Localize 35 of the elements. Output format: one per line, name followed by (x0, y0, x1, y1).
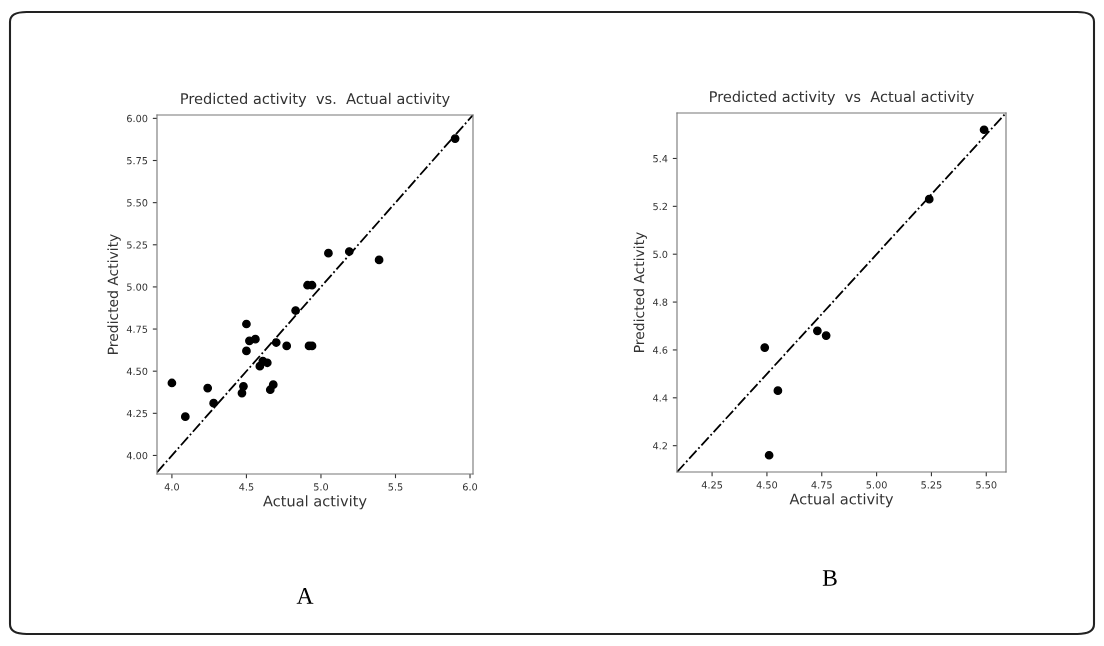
y-tick-label: 5.50 (127, 199, 148, 207)
y-tick-label: 5.0 (653, 250, 668, 259)
chart-title: Predicted activity vs. Actual activity (181, 92, 450, 107)
y-tick-label: 5.00 (127, 283, 148, 291)
y-tick-label: 6.00 (127, 114, 148, 123)
y-tick-label: 4.50 (126, 367, 148, 376)
y-tick-label: 4.6 (652, 346, 668, 354)
x-tick-label: 5.50 (976, 481, 997, 489)
x-tick-label: 6.0 (462, 483, 478, 491)
y-tick-label: 5.4 (653, 155, 668, 163)
x-tick-label: 4.25 (701, 481, 723, 489)
x-tick-label: 5.5 (388, 483, 403, 491)
x-tick-label: 5.0 (313, 483, 329, 491)
y-tick-label: 4.4 (652, 394, 668, 402)
x-axis-title: Actual activity (263, 495, 367, 510)
y-tick-label: 4.00 (126, 451, 148, 460)
chart-title: Predicted activity vs Actual activity (710, 90, 974, 105)
y-axis-title: Predicted Activity (633, 232, 647, 352)
y-tick-label: 4.25 (126, 409, 148, 418)
y-tick-label: 5.2 (653, 202, 667, 211)
x-tick-label: 4.50 (756, 481, 778, 489)
x-tick-label: 4.0 (164, 483, 179, 491)
y-axis-title: Predicted Activity (107, 234, 121, 354)
x-tick-label: 5.00 (866, 481, 887, 489)
y-tick-label: 4.2 (652, 442, 667, 450)
x-tick-label: 4.75 (811, 481, 832, 489)
y-tick-label: 5.25 (127, 241, 148, 249)
y-tick-label: 4.75 (126, 325, 148, 333)
y-tick-label: 4.8 (652, 298, 668, 306)
text: B (822, 570, 837, 586)
x-axis-title: Actual activity (789, 493, 894, 508)
text: A (296, 588, 314, 604)
x-tick-label: 5.25 (921, 481, 942, 489)
y-tick-label: 5.75 (127, 157, 148, 165)
x-tick-label: 4.5 (239, 483, 254, 491)
